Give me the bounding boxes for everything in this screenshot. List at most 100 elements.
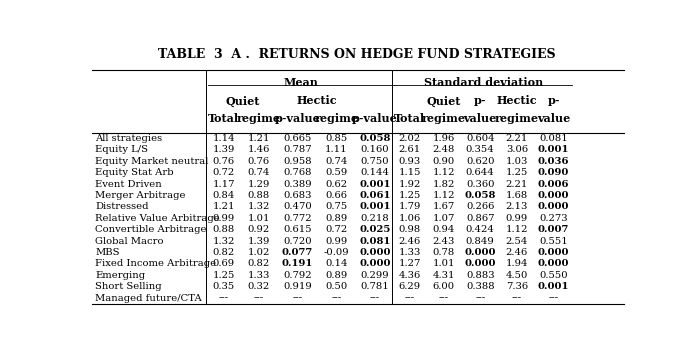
Text: 0.90: 0.90 bbox=[432, 157, 454, 166]
Text: 0.781: 0.781 bbox=[361, 282, 390, 291]
Text: 0.883: 0.883 bbox=[466, 271, 495, 280]
Text: 2.61: 2.61 bbox=[399, 145, 421, 155]
Text: 0.424: 0.424 bbox=[466, 225, 495, 234]
Text: 0.89: 0.89 bbox=[325, 214, 347, 223]
Text: 2.43: 2.43 bbox=[432, 237, 454, 246]
Text: 1.03: 1.03 bbox=[506, 157, 528, 166]
Text: 2.46: 2.46 bbox=[399, 237, 421, 246]
Text: All strategies: All strategies bbox=[95, 134, 162, 143]
Text: 0.74: 0.74 bbox=[325, 157, 347, 166]
Text: 1.17: 1.17 bbox=[212, 180, 235, 189]
Text: Event Driven: Event Driven bbox=[95, 180, 162, 189]
Text: 1.94: 1.94 bbox=[506, 260, 528, 268]
Text: TABLE  3  A .  RETURNS ON HEDGE FUND STRATEGIES: TABLE 3 A . RETURNS ON HEDGE FUND STRATE… bbox=[158, 48, 555, 62]
Text: ---: --- bbox=[548, 294, 559, 303]
Text: 0.32: 0.32 bbox=[247, 282, 269, 291]
Text: 0.94: 0.94 bbox=[432, 225, 454, 234]
Text: 0.69: 0.69 bbox=[213, 260, 235, 268]
Text: Total: Total bbox=[208, 113, 239, 124]
Text: 2.02: 2.02 bbox=[399, 134, 421, 143]
Text: 2.21: 2.21 bbox=[506, 180, 528, 189]
Text: 0.160: 0.160 bbox=[361, 145, 389, 155]
Text: ---: --- bbox=[292, 294, 303, 303]
Text: 0.191: 0.191 bbox=[282, 260, 313, 268]
Text: 1.39: 1.39 bbox=[212, 145, 235, 155]
Text: 1.46: 1.46 bbox=[247, 145, 270, 155]
Text: 0.615: 0.615 bbox=[283, 225, 312, 234]
Text: 0.036: 0.036 bbox=[538, 157, 569, 166]
Text: ---: --- bbox=[512, 294, 522, 303]
Text: 2.13: 2.13 bbox=[506, 203, 528, 212]
Text: value: value bbox=[537, 113, 570, 124]
Text: Distressed: Distressed bbox=[95, 203, 148, 212]
Text: Convertible Arbitrage: Convertible Arbitrage bbox=[95, 225, 207, 234]
Text: Hectic: Hectic bbox=[296, 95, 337, 106]
Text: 0.35: 0.35 bbox=[212, 282, 235, 291]
Text: 0.077: 0.077 bbox=[282, 248, 313, 257]
Text: regime: regime bbox=[422, 113, 466, 124]
Text: 0.081: 0.081 bbox=[359, 237, 390, 246]
Text: 1.12: 1.12 bbox=[506, 225, 528, 234]
Text: 0.72: 0.72 bbox=[212, 168, 235, 177]
Text: 0.000: 0.000 bbox=[464, 260, 496, 268]
Text: 0.550: 0.550 bbox=[539, 271, 568, 280]
Text: Merger Arbitrage: Merger Arbitrage bbox=[95, 191, 186, 200]
Text: Quiet: Quiet bbox=[427, 95, 461, 106]
Text: 6.00: 6.00 bbox=[432, 282, 454, 291]
Text: 0.99: 0.99 bbox=[325, 237, 347, 246]
Text: 0.62: 0.62 bbox=[325, 180, 347, 189]
Text: 0.360: 0.360 bbox=[466, 180, 494, 189]
Text: regime: regime bbox=[495, 113, 539, 124]
Text: 0.88: 0.88 bbox=[212, 225, 235, 234]
Text: 0.273: 0.273 bbox=[539, 214, 568, 223]
Text: ---: --- bbox=[405, 294, 415, 303]
Text: 1.39: 1.39 bbox=[247, 237, 270, 246]
Text: 6.29: 6.29 bbox=[399, 282, 421, 291]
Text: p-value: p-value bbox=[352, 113, 398, 124]
Text: 0.84: 0.84 bbox=[212, 191, 235, 200]
Text: 0.88: 0.88 bbox=[247, 191, 269, 200]
Text: 1.32: 1.32 bbox=[212, 237, 235, 246]
Text: 1.21: 1.21 bbox=[247, 134, 270, 143]
Text: 0.78: 0.78 bbox=[432, 248, 454, 257]
Text: p-value: p-value bbox=[274, 113, 320, 124]
Text: 0.74: 0.74 bbox=[247, 168, 270, 177]
Text: 0.958: 0.958 bbox=[283, 157, 312, 166]
Text: 0.82: 0.82 bbox=[212, 248, 235, 257]
Text: 0.644: 0.644 bbox=[466, 168, 495, 177]
Text: 0.683: 0.683 bbox=[283, 191, 312, 200]
Text: 0.388: 0.388 bbox=[466, 282, 495, 291]
Text: 0.007: 0.007 bbox=[538, 225, 569, 234]
Text: 0.266: 0.266 bbox=[466, 203, 494, 212]
Text: Total: Total bbox=[394, 113, 425, 124]
Text: 0.000: 0.000 bbox=[538, 260, 569, 268]
Text: 2.46: 2.46 bbox=[506, 248, 528, 257]
Text: Fixed Income Arbitrage: Fixed Income Arbitrage bbox=[95, 260, 216, 268]
Text: 0.000: 0.000 bbox=[359, 248, 390, 257]
Text: 0.025: 0.025 bbox=[359, 225, 390, 234]
Text: 0.867: 0.867 bbox=[466, 214, 494, 223]
Text: 0.389: 0.389 bbox=[283, 180, 312, 189]
Text: 1.12: 1.12 bbox=[432, 191, 454, 200]
Text: 0.058: 0.058 bbox=[464, 191, 496, 200]
Text: 1.01: 1.01 bbox=[247, 214, 270, 223]
Text: 0.218: 0.218 bbox=[361, 214, 390, 223]
Text: Equity L/S: Equity L/S bbox=[95, 145, 148, 155]
Text: 1.07: 1.07 bbox=[432, 214, 454, 223]
Text: MBS: MBS bbox=[95, 248, 120, 257]
Text: 0.090: 0.090 bbox=[538, 168, 569, 177]
Text: 0.720: 0.720 bbox=[283, 237, 312, 246]
Text: Equity Stat Arb: Equity Stat Arb bbox=[95, 168, 174, 177]
Text: Mean: Mean bbox=[284, 77, 319, 88]
Text: Hectic: Hectic bbox=[496, 95, 537, 106]
Text: 0.006: 0.006 bbox=[538, 180, 569, 189]
Text: Managed future/CTA: Managed future/CTA bbox=[95, 294, 202, 303]
Text: 0.919: 0.919 bbox=[283, 282, 312, 291]
Text: p-: p- bbox=[474, 95, 487, 106]
Text: Global Macro: Global Macro bbox=[95, 237, 164, 246]
Text: 0.665: 0.665 bbox=[283, 134, 312, 143]
Text: 2.54: 2.54 bbox=[506, 237, 528, 246]
Text: 0.93: 0.93 bbox=[399, 157, 421, 166]
Text: value: value bbox=[464, 113, 497, 124]
Text: 0.001: 0.001 bbox=[359, 180, 390, 189]
